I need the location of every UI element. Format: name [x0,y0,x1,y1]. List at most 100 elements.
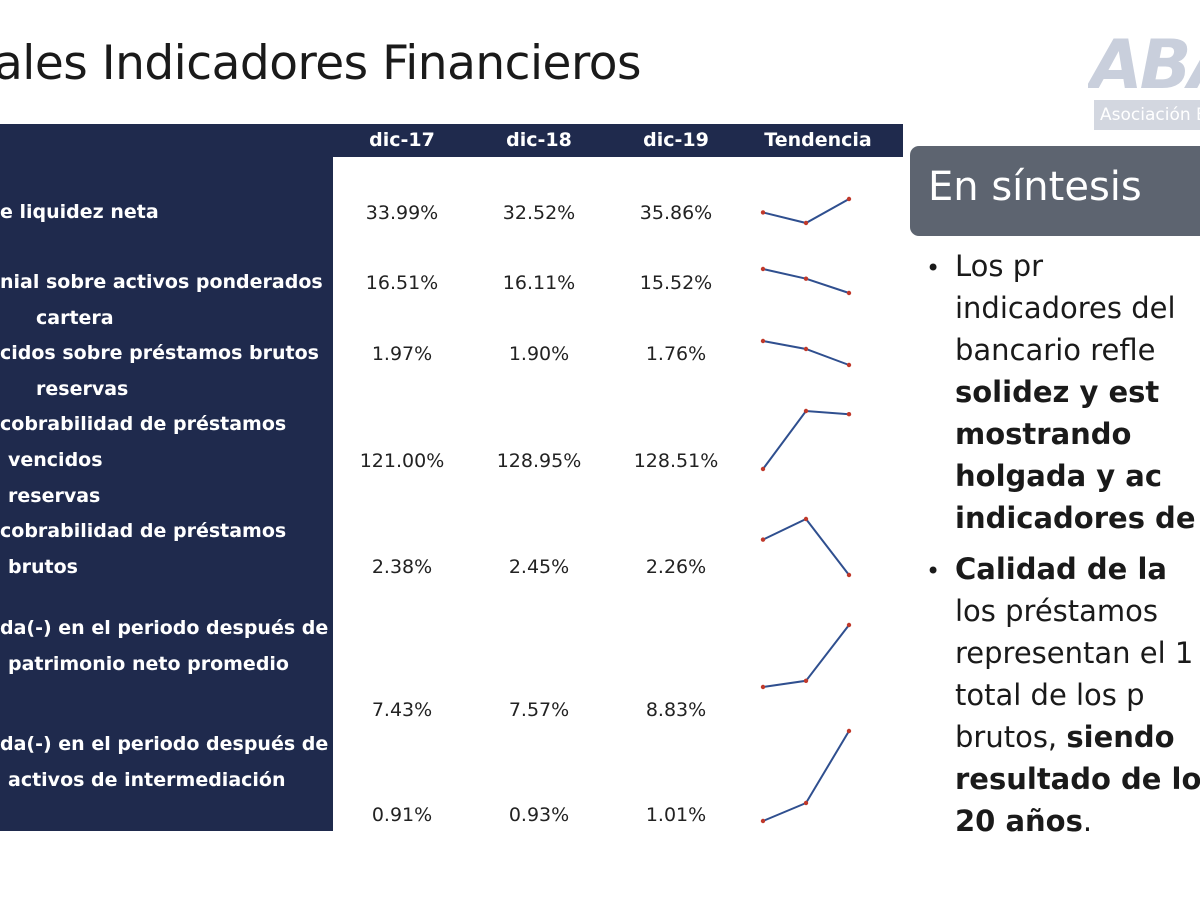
column-header-dic-17: dic-17 [369,129,435,151]
synthesis-text-segment: 20 años [955,804,1083,838]
row-label-utilidad-activos: da(-) en el periodo después de activos d… [0,726,328,798]
row-label-cobrabilidad-brutos: cobrabilidad de préstamos brutos [0,513,286,585]
row-label-line: reservas [36,378,129,400]
bullet-dot: • [926,254,941,282]
row-label-line: activos de intermediación [8,769,286,791]
value-cell: 1.76% [645,343,707,365]
logo-mark: ABA [1090,30,1200,105]
synthesis-text-line: solidez y est [955,375,1160,409]
logo-subtitle: Asociación Ba [1094,100,1200,130]
synthesis-text-line: holgada y ac [955,459,1163,493]
trend-point [846,196,852,202]
trend-line [762,198,850,225]
trend-point [760,684,766,690]
trend-point [846,728,852,734]
row-label-line: cartera [36,307,114,329]
trend-sparkline [760,338,852,368]
value-cell: 128.95% [496,450,582,472]
row-label-utilidad-patrimonio: da(-) en el periodo después de patrimoni… [0,610,328,682]
row-label-line: cobrabilidad de préstamos [0,520,287,542]
row-label-line: cobrabilidad de préstamos [0,413,287,435]
row-label-line: vencidos [8,449,103,471]
indicator-label-panel [0,124,333,831]
value-cell: 32.52% [502,202,576,224]
synthesis-text-line: Calidad de la [955,552,1167,586]
column-header-dic-18: dic-18 [506,129,572,151]
value-cell: 0.91% [371,804,433,826]
synthesis-text-line: brutos, siendo [955,717,1175,757]
synthesis-header-box [910,146,1200,236]
synthesis-text-line: bancario refle [955,333,1156,367]
synthesis-text-line: indicadores de s [955,501,1200,535]
synthesis-text-line: 20 años. [955,801,1092,841]
value-cell: 15.52% [639,272,713,294]
trend-point [803,276,809,281]
trend-point [760,818,766,824]
trend-point [760,266,766,272]
trend-point [846,290,852,296]
column-header-dic-19: dic-19 [643,129,709,151]
value-cell: 1.01% [645,804,707,826]
synthesis-text-line: representan el 1 [955,636,1194,670]
trend-point [846,412,852,417]
synthesis-text-line: resultado de los [955,762,1200,796]
trend-line [762,340,850,366]
table-header-band [333,124,903,157]
trend-line [762,624,850,688]
synthesis-text-line: mostrando [955,417,1132,451]
synthesis-text-line: los préstamos [955,594,1159,628]
trend-line [762,517,850,576]
value-cell: 16.11% [502,272,576,294]
trend-point [803,408,809,414]
synthesis-text-line: total de los p [955,678,1145,712]
trend-sparkline [760,196,852,226]
trend-point [760,210,766,215]
trend-sparkline [760,728,852,824]
trend-point [803,220,809,226]
row-label-line: nial sobre activos ponderados [0,271,323,293]
trend-point [760,466,766,472]
row-label-cobrabilidad-vencidos: cobrabilidad de préstamos vencidos reser… [0,406,286,514]
synthesis-text-line: indicadores del [955,291,1176,325]
value-cell: 7.57% [508,699,570,721]
page-title: ales Indicadores Financieros [0,36,642,91]
trend-sparkline [760,622,852,690]
value-cell: 2.45% [508,556,570,578]
value-cell: 121.00% [359,450,445,472]
trend-sparkline [760,266,852,296]
value-cell: 1.90% [508,343,570,365]
value-cell: 7.43% [371,699,433,721]
trend-point [760,338,766,344]
synthesis-title: En síntesis [928,164,1142,210]
row-label-line: da(-) en el periodo después de [0,617,329,639]
value-cell: 128.51% [633,450,719,472]
value-cell: 2.26% [645,556,707,578]
row-label-line: e liquidez neta [0,201,159,223]
column-header-tendencia: Tendencia [764,129,872,151]
value-cell: 1.97% [371,343,433,365]
synthesis-text-segment: . [1082,804,1093,838]
row-label-line: reservas [8,485,101,507]
synthesis-text-segment: brutos, [955,720,1067,754]
row-label-line: cidos sobre préstamos brutos [0,342,319,364]
synthesis-text-segment: siendo [1066,720,1175,754]
trend-point [760,537,766,542]
row-label-patrimonial: nial sobre activos ponderados cartera [0,264,323,336]
trend-point [803,678,809,683]
value-cell: 35.86% [639,202,713,224]
trend-line [762,409,850,470]
trend-point [846,622,852,628]
trend-line [762,730,850,822]
trend-line [762,268,850,294]
row-label-line: patrimonio neto promedio [8,653,289,675]
synthesis-text-line: Los pr [955,249,1044,283]
value-cell: 0.93% [508,804,570,826]
trend-point [846,362,852,368]
value-cell: 2.38% [371,556,433,578]
aba-logo: ABA Asociación Ba [1088,30,1200,132]
bullet-dot: • [926,557,941,585]
trend-point [803,516,809,522]
value-cell: 16.51% [365,272,439,294]
trend-point [803,800,809,806]
trend-point [846,572,852,578]
